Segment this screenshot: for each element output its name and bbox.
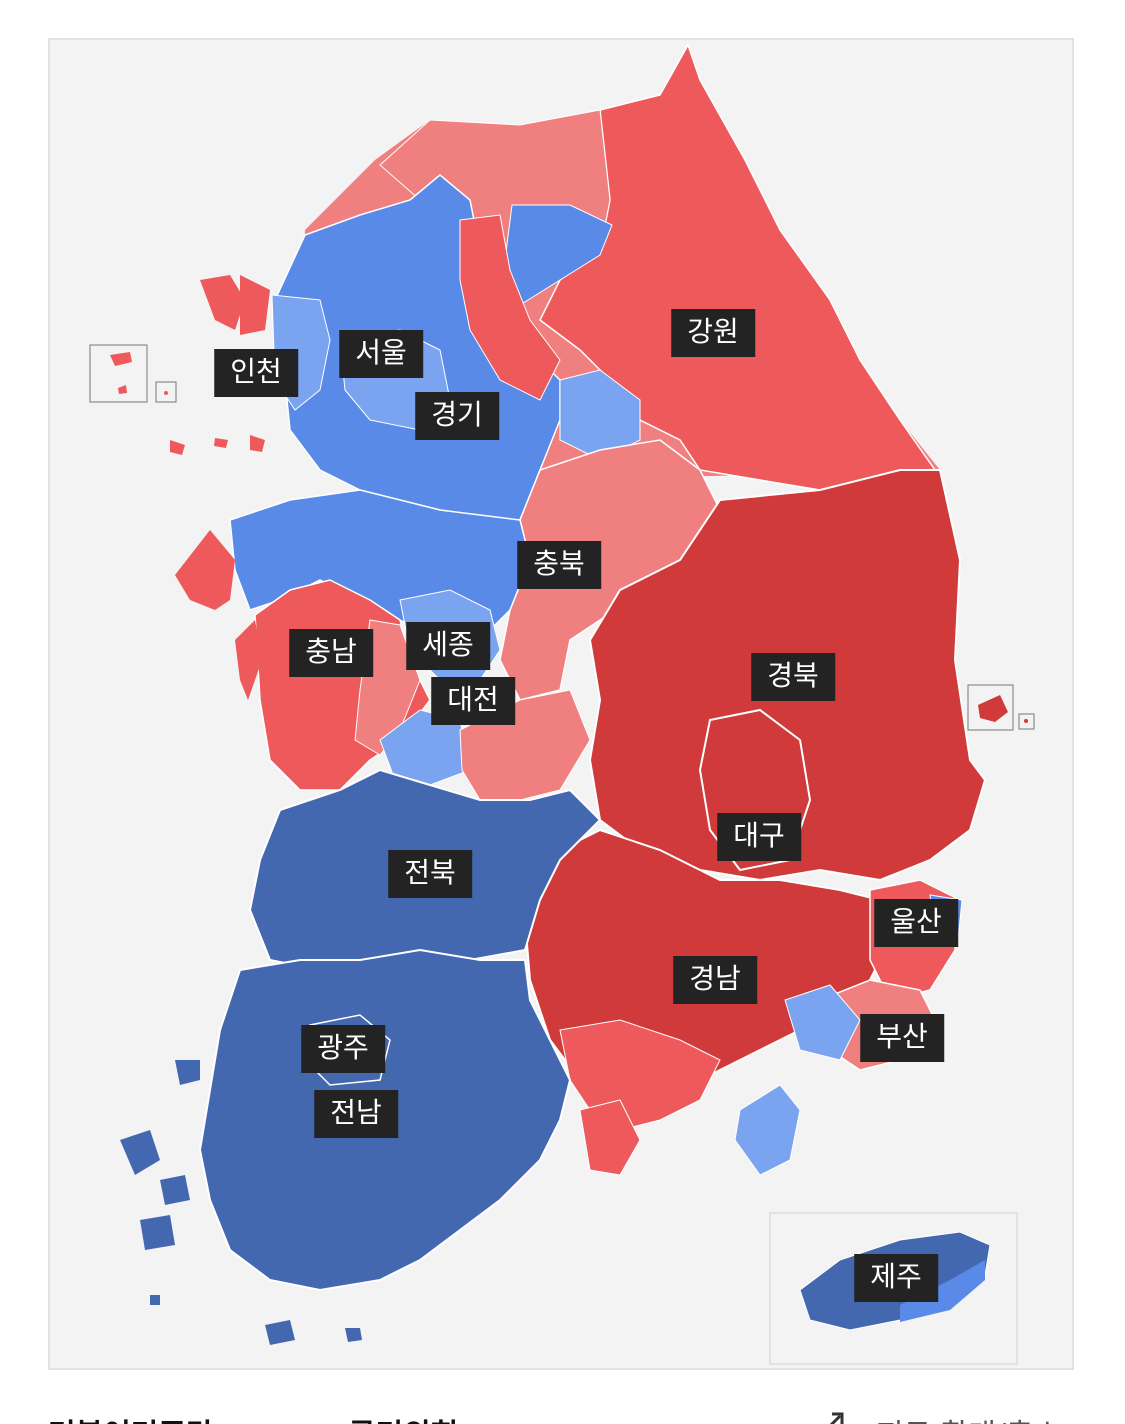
island [240,275,270,335]
region-namhae [579,1099,641,1176]
legend-party-ppp: 국민의힘 [348,1410,458,1424]
label-gyeonggi[interactable]: 경기 [415,392,499,440]
island [345,1328,362,1342]
island [200,275,245,330]
island [150,1295,160,1305]
baengnyeong-inset-frame [89,344,148,403]
label-daejeon[interactable]: 대전 [431,677,515,725]
label-gyeongbuk[interactable]: 경북 [751,653,835,701]
ulleung-inset-frame [967,684,1014,731]
region-jeju-light [900,1260,985,1322]
region-baengnyeong-small [118,385,127,394]
jeju-inset-frame [769,1212,1018,1365]
label-seoul[interactable]: 서울 [339,330,423,378]
label-daegu[interactable]: 대구 [717,813,801,861]
label-incheon[interactable]: 인천 [214,349,298,397]
region-gyeongnam-light [559,1019,721,1131]
island [120,1130,160,1175]
label-jeju[interactable]: 제주 [854,1254,938,1302]
region-gyeonggi-east-blue [559,369,641,461]
dokdo-inset-frame [1018,713,1035,730]
label-sejong[interactable]: 세종 [406,622,490,670]
zoom-toggle-button[interactable]: 지도 확대/축소 [876,1410,1061,1424]
island [405,1160,440,1200]
label-jeonnam[interactable]: 전남 [314,1090,398,1138]
region-gyeonggi-red [459,214,561,401]
label-gyeongnam[interactable]: 경남 [673,956,757,1004]
label-chungnam[interactable]: 충남 [289,629,373,677]
region-ulleung [978,695,1008,722]
zoom-toggle-icon[interactable] [818,1406,858,1424]
label-chungbuk[interactable]: 충북 [517,541,601,589]
label-gangwon[interactable]: 강원 [671,309,755,357]
region-dokdo [1024,719,1028,723]
yeonpyeong-inset-frame [155,381,177,403]
west-islands [170,275,270,700]
island [175,1060,200,1085]
label-busan[interactable]: 부산 [860,1014,944,1062]
region-busan-blue [784,984,861,1061]
southwest-islands [120,1060,440,1345]
island [250,435,265,452]
region-baengnyeong [110,352,132,366]
region-geoje [734,1084,801,1176]
island [235,620,262,700]
legend-party-democratic: 더불어민주당 [48,1410,214,1424]
island [175,530,235,610]
island [160,1175,190,1205]
label-gwangju[interactable]: 광주 [301,1025,385,1073]
island [214,438,228,448]
island [265,1320,295,1345]
island [140,1215,175,1250]
label-ulsan[interactable]: 울산 [874,899,958,947]
map-legend: 더불어민주당 국민의힘 지도 확대/축소 [0,1380,1125,1424]
island [170,440,185,455]
region-yeonpyeong [164,391,168,395]
label-jeonbuk[interactable]: 전북 [388,850,472,898]
